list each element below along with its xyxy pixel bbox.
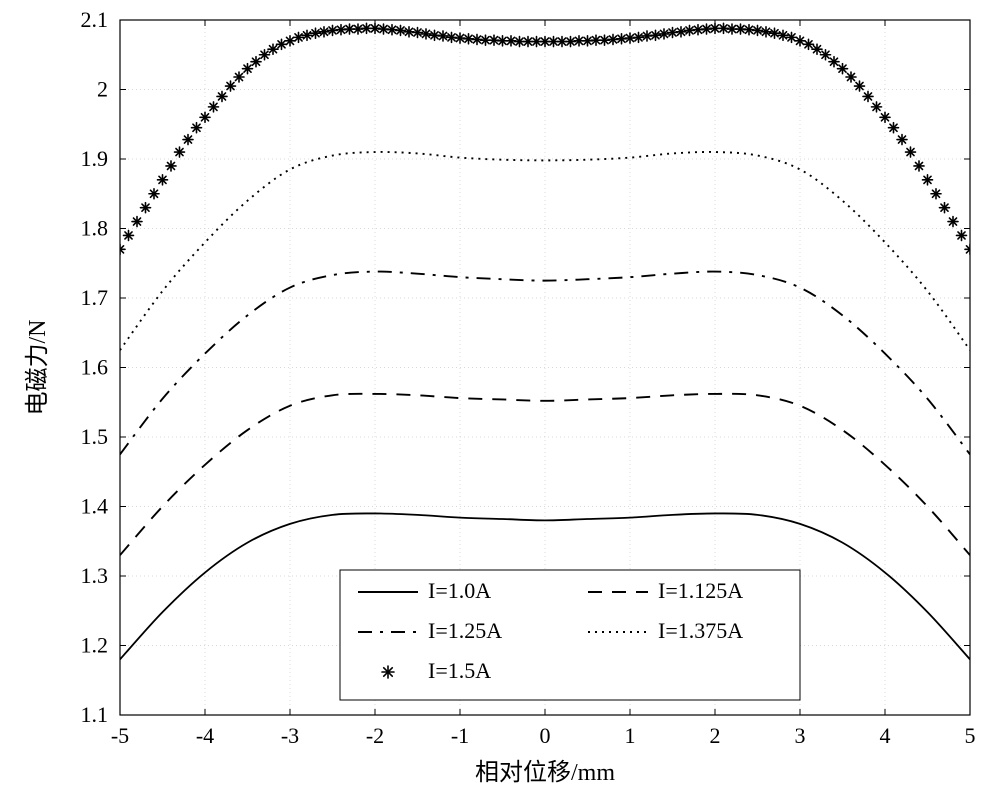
asterisk-marker [217, 91, 227, 101]
asterisk-marker [855, 81, 865, 91]
y-tick-label: 1.4 [81, 494, 109, 519]
asterisk-marker [889, 123, 899, 133]
asterisk-marker [175, 147, 185, 157]
asterisk-marker [761, 27, 771, 37]
asterisk-marker [821, 50, 831, 60]
asterisk-marker [149, 189, 159, 199]
asterisk-marker [226, 81, 236, 91]
asterisk-marker [846, 72, 856, 82]
y-tick-label: 1.6 [81, 355, 109, 380]
asterisk-marker [659, 29, 669, 39]
line-chart: -5 -4 -3 -2 -1 0 1 2 3 4 5 1.1 1.2 1.3 1.4 1.5 1.6 1.7 1.8… [0, 0, 1000, 805]
x-tick-label: 2 [710, 723, 721, 748]
asterisk-marker [251, 57, 261, 67]
x-tick-label: 4 [880, 723, 891, 748]
x-tick-label: -1 [451, 723, 469, 748]
y-tick-label: 1.3 [81, 563, 109, 588]
y-tick-label: 2 [97, 77, 108, 102]
x-axis-label: 相对位移/mm [475, 759, 615, 786]
asterisk-marker [676, 27, 686, 37]
x-tick-label: 3 [795, 723, 806, 748]
asterisk-marker [872, 102, 882, 112]
asterisk-marker [243, 64, 253, 74]
asterisk-marker [311, 28, 321, 38]
x-tick-label: -2 [366, 723, 384, 748]
asterisk-marker [234, 72, 244, 82]
asterisk-marker [906, 147, 916, 157]
asterisk-marker [753, 25, 763, 35]
series-2 [120, 272, 970, 455]
asterisk-marker [294, 32, 304, 42]
asterisk-marker [209, 102, 219, 112]
asterisk-marker [770, 28, 780, 38]
chart-container: -5 -4 -3 -2 -1 0 1 2 3 4 5 1.1 1.2 1.3 1.4 1.5 1.6 1.7 1.8… [0, 0, 1000, 805]
asterisk-marker [923, 175, 933, 185]
x-tick-label: -3 [281, 723, 299, 748]
x-tick-label: 0 [540, 723, 551, 748]
asterisk-marker [812, 44, 822, 54]
x-tick-label: 5 [965, 723, 976, 748]
asterisk-marker [413, 28, 423, 38]
asterisk-marker [651, 30, 661, 40]
legend-label: I=1.5A [428, 658, 491, 683]
legend-label: I=1.375A [658, 618, 743, 643]
asterisk-marker [804, 39, 814, 49]
series-group [115, 23, 975, 659]
asterisk-marker [438, 31, 448, 41]
asterisk-marker [141, 203, 151, 213]
y-tick-label: 1.7 [81, 285, 109, 310]
legend-label: I=1.25A [428, 618, 502, 643]
asterisk-marker [838, 64, 848, 74]
asterisk-marker [200, 112, 210, 122]
asterisk-marker [192, 123, 202, 133]
y-tick-label: 1.1 [81, 702, 109, 727]
asterisk-marker [863, 91, 873, 101]
asterisk-marker [183, 135, 193, 145]
asterisk-marker [948, 217, 958, 227]
asterisk-marker [268, 44, 278, 54]
asterisk-marker [124, 230, 134, 240]
asterisk-marker [940, 203, 950, 213]
legend-label: I=1.0A [428, 578, 491, 603]
x-tick-label: -5 [111, 723, 129, 748]
asterisk-marker [132, 217, 142, 227]
y-tick-label: 2.1 [81, 7, 109, 32]
y-tick-label: 1.5 [81, 424, 109, 449]
y-tick-label: 1.9 [81, 146, 109, 171]
asterisk-marker [396, 25, 406, 35]
asterisk-marker [829, 57, 839, 67]
x-tick-label: 1 [625, 723, 636, 748]
series-4 [115, 23, 975, 254]
asterisk-marker [897, 135, 907, 145]
asterisk-marker [115, 244, 125, 254]
asterisk-marker [158, 175, 168, 185]
asterisk-marker [382, 666, 394, 678]
asterisk-marker [880, 112, 890, 122]
asterisk-marker [914, 161, 924, 171]
legend: I=1.0A I=1.125A I=1.25A I=1.375A I=1.5A [340, 570, 800, 700]
y-axis-label: 电磁力/N [24, 320, 51, 416]
asterisk-marker [778, 30, 788, 40]
asterisk-marker [965, 244, 975, 254]
asterisk-marker [260, 50, 270, 60]
asterisk-marker [421, 29, 431, 39]
asterisk-marker [931, 189, 941, 199]
asterisk-marker [634, 32, 644, 42]
y-tick-label: 1.8 [81, 216, 109, 241]
asterisk-marker [302, 30, 312, 40]
x-tick-label: -4 [196, 723, 214, 748]
y-tick-label: 1.2 [81, 633, 109, 658]
series-1 [120, 394, 970, 555]
legend-label: I=1.125A [658, 578, 743, 603]
asterisk-marker [166, 161, 176, 171]
asterisk-marker [957, 230, 967, 240]
asterisk-marker [319, 27, 329, 37]
